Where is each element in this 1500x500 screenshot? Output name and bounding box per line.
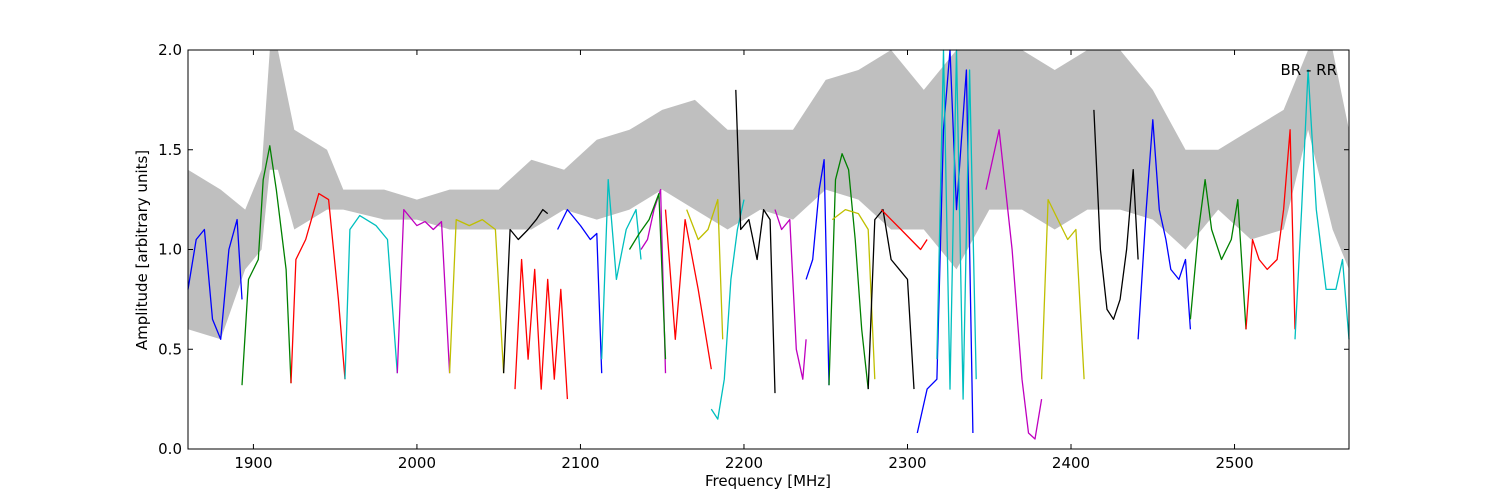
- envelope-band: [188, 50, 1349, 340]
- series-line-26: [1040, 198, 1085, 380]
- series-line-18: [805, 159, 830, 386]
- series-line-15: [710, 199, 745, 420]
- series-line-21: [867, 208, 915, 390]
- series-line-22: [880, 209, 928, 251]
- series-line-27: [1093, 109, 1139, 320]
- series-line-25: [985, 129, 1043, 440]
- y-axis: 0.0 0.5 1.0 1.5 2.0: [158, 41, 1349, 458]
- x-tick-label: 2200: [725, 454, 763, 472]
- y-tick-label: 2.0: [158, 41, 182, 59]
- series-line-23: [916, 49, 974, 434]
- series-line-12: [628, 192, 667, 360]
- series-line-9: [557, 208, 603, 374]
- y-tick-label: 0.0: [158, 440, 182, 458]
- envelope-area: [188, 50, 1349, 340]
- x-tick-label: 1900: [234, 454, 272, 472]
- series-line-5: [396, 208, 451, 374]
- series-line-11: [640, 188, 667, 374]
- series-line-8: [514, 258, 569, 400]
- y-tick-label: 0.5: [158, 340, 182, 358]
- series-line-6: [448, 218, 505, 374]
- series-line-3: [290, 192, 346, 384]
- plot-frame: [187, 49, 1350, 450]
- series-line-2: [241, 145, 292, 386]
- x-tick-label: 2000: [398, 454, 436, 472]
- series-line-7: [502, 208, 549, 374]
- y-tick-label: 1.0: [158, 241, 182, 259]
- y-axis-title: Amplitude [arbitrary units]: [133, 150, 151, 350]
- series-layer: [187, 49, 1350, 440]
- x-tick-label: 2500: [1215, 454, 1253, 472]
- x-tick-label: 2100: [561, 454, 599, 472]
- plot-border: [187, 49, 1350, 450]
- series-line-31: [1294, 69, 1350, 340]
- series-line-20: [831, 208, 876, 380]
- x-tick-label: 2400: [1052, 454, 1090, 472]
- series-line-17: [774, 209, 807, 380]
- corner-annotation: BR - RR: [1280, 61, 1337, 79]
- series-line-14: [686, 198, 724, 340]
- series-line-30: [1245, 129, 1296, 330]
- series-line-28: [1137, 119, 1192, 340]
- x-tick-label: 2300: [888, 454, 926, 472]
- series-line-16: [735, 89, 776, 394]
- series-line-19: [828, 153, 869, 390]
- x-axis-title: Frequency [MHz]: [705, 472, 831, 490]
- series-line-1: [187, 218, 243, 340]
- series-line-29: [1189, 179, 1247, 330]
- series-line-13: [664, 209, 712, 370]
- series-line-10: [601, 179, 642, 360]
- series-line-4: [344, 214, 398, 380]
- x-axis: 1900 2000 2100 2200 2300 2400 2500: [234, 50, 1254, 472]
- y-tick-label: 1.5: [158, 141, 182, 159]
